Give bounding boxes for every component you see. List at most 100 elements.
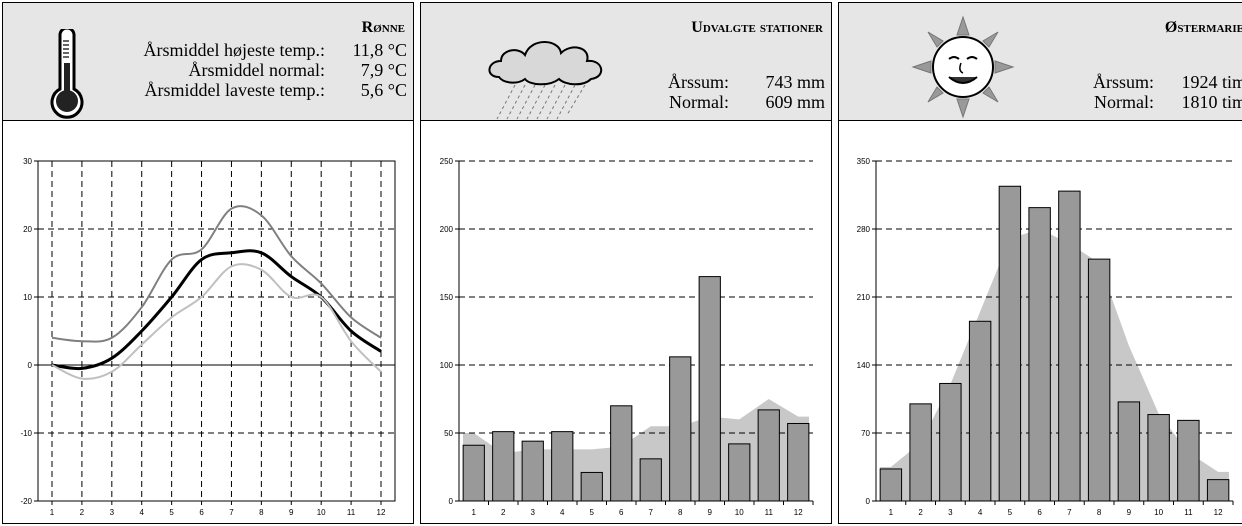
stat-value: 5,6 °C bbox=[360, 80, 407, 100]
x-tick-label: 8 bbox=[678, 508, 683, 517]
y-tick-label: -20 bbox=[20, 497, 32, 506]
rain-cloud-icon bbox=[488, 41, 602, 120]
x-tick-label: 6 bbox=[619, 508, 624, 517]
precipitation-header: Udvalgte stationer Årssum: 743 mm Normal:… bbox=[421, 3, 831, 121]
x-tick-label: 6 bbox=[199, 508, 204, 517]
bar bbox=[610, 405, 633, 502]
plot-frame bbox=[37, 160, 396, 502]
x-tick-label: 8 bbox=[1097, 508, 1102, 517]
y-tick-label: 0 bbox=[449, 497, 454, 506]
y-tick-label: 350 bbox=[857, 157, 871, 166]
x-tick-label: 5 bbox=[1008, 508, 1013, 517]
y-tick-label: -10 bbox=[20, 429, 32, 438]
x-tick-label: 2 bbox=[918, 508, 923, 517]
bar bbox=[1206, 479, 1230, 502]
bar bbox=[939, 382, 962, 502]
x-tick-label: 1 bbox=[472, 508, 477, 517]
x-tick-label: 1 bbox=[50, 508, 55, 517]
x-tick-label: 1 bbox=[889, 508, 894, 517]
stat-row: Årssum: 1924 timer bbox=[1093, 72, 1242, 92]
x-tick-label: 5 bbox=[590, 508, 595, 517]
stat-label: Normal: bbox=[1094, 92, 1154, 112]
y-tick-label: 140 bbox=[857, 361, 871, 370]
x-tick-label: 7 bbox=[649, 508, 654, 517]
x-tick-label: 10 bbox=[1154, 508, 1163, 517]
y-tick-label: 0 bbox=[866, 497, 871, 506]
x-tick-label: 3 bbox=[531, 508, 536, 517]
temperature-stats: Årsmiddel højeste temp.: 11,8 °C Årsmidde… bbox=[144, 40, 407, 100]
bar bbox=[787, 422, 810, 502]
y-tick-label: 50 bbox=[444, 429, 453, 438]
bar bbox=[551, 431, 574, 502]
x-tick-label: 7 bbox=[1067, 508, 1072, 517]
bar bbox=[698, 276, 721, 502]
stat-value: 7,9 °C bbox=[360, 60, 407, 80]
series-line bbox=[51, 263, 382, 380]
bar bbox=[968, 320, 992, 502]
x-tick-label: 2 bbox=[80, 508, 85, 517]
x-tick-label: 3 bbox=[110, 508, 115, 517]
y-tick-label: 280 bbox=[857, 225, 871, 234]
x-tick-label: 2 bbox=[501, 508, 506, 517]
x-tick-label: 12 bbox=[1214, 508, 1223, 517]
sunshine-stats: Årssum: 1924 timer Normal: 1810 timer bbox=[1093, 72, 1242, 112]
bar bbox=[492, 431, 515, 502]
stat-value: 609 mm bbox=[765, 92, 825, 112]
x-tick-label: 9 bbox=[289, 508, 294, 517]
bar bbox=[1147, 414, 1170, 502]
stat-row: Årssum: 743 mm bbox=[668, 72, 825, 92]
y-tick-label: 150 bbox=[440, 293, 454, 302]
bar bbox=[1177, 419, 1200, 502]
bar bbox=[462, 444, 485, 502]
bar bbox=[879, 468, 903, 502]
x-tick-label: 12 bbox=[377, 508, 386, 517]
sunshine-title: Østermarie bbox=[1164, 19, 1242, 36]
bar bbox=[580, 471, 603, 502]
x-tick-label: 4 bbox=[978, 508, 983, 517]
y-tick-label: 200 bbox=[440, 225, 454, 234]
stat-row: Årsmiddel højeste temp.: 11,8 °C bbox=[144, 40, 407, 60]
bar bbox=[909, 403, 932, 502]
stat-row: Normal: 609 mm bbox=[668, 92, 825, 112]
temperature-header: Rønne Årsmiddel højeste temp.: 11,8 °C År… bbox=[3, 3, 413, 121]
stat-label: Årssum: bbox=[1092, 72, 1154, 92]
stat-value: 11,8 °C bbox=[352, 40, 407, 60]
y-tick-label: 0 bbox=[28, 361, 33, 370]
stat-label: Årsmiddel højeste temp.: bbox=[143, 40, 325, 60]
y-tick-label: 250 bbox=[440, 157, 454, 166]
bar bbox=[998, 185, 1022, 502]
precipitation-title: Udvalgte stationer bbox=[691, 19, 823, 36]
stat-label: Årsmiddel laveste temp.: bbox=[144, 80, 325, 100]
precipitation-stats: Årssum: 743 mm Normal: 609 mm bbox=[668, 72, 825, 112]
sunshine-header: Østermarie Årssum: 1924 timer Normal: 1810… bbox=[839, 3, 1242, 121]
bar bbox=[521, 440, 544, 502]
x-tick-label: 11 bbox=[765, 508, 774, 517]
stat-value: 1810 timer bbox=[1181, 92, 1242, 112]
precipitation-panel: Udvalgte stationer Årssum: 743 mm Normal:… bbox=[420, 2, 832, 524]
stat-value: 1924 timer bbox=[1181, 72, 1242, 92]
x-tick-label: 9 bbox=[1127, 508, 1132, 517]
x-tick-label: 6 bbox=[1037, 508, 1042, 517]
x-tick-label: 4 bbox=[560, 508, 565, 517]
temperature-title: Rønne bbox=[361, 19, 405, 36]
y-tick-label: 20 bbox=[23, 225, 32, 234]
bar bbox=[728, 443, 751, 502]
stat-label: Normal: bbox=[669, 92, 729, 112]
y-tick-label: 210 bbox=[857, 293, 871, 302]
bar bbox=[1087, 258, 1111, 502]
x-tick-label: 10 bbox=[317, 508, 326, 517]
x-tick-label: 12 bbox=[794, 508, 803, 517]
stat-label: Årssum: bbox=[667, 72, 729, 92]
x-tick-label: 5 bbox=[169, 508, 174, 517]
x-tick-label: 4 bbox=[140, 508, 145, 517]
stat-label: Årsmiddel normal: bbox=[188, 60, 325, 80]
stat-row: Årsmiddel laveste temp.: 5,6 °C bbox=[144, 80, 407, 100]
stat-row: Årsmiddel normal: 7,9 °C bbox=[144, 60, 407, 80]
x-tick-label: 3 bbox=[948, 508, 953, 517]
y-tick-label: 30 bbox=[23, 157, 32, 166]
x-tick-label: 7 bbox=[229, 508, 234, 517]
x-tick-label: 8 bbox=[259, 508, 264, 517]
